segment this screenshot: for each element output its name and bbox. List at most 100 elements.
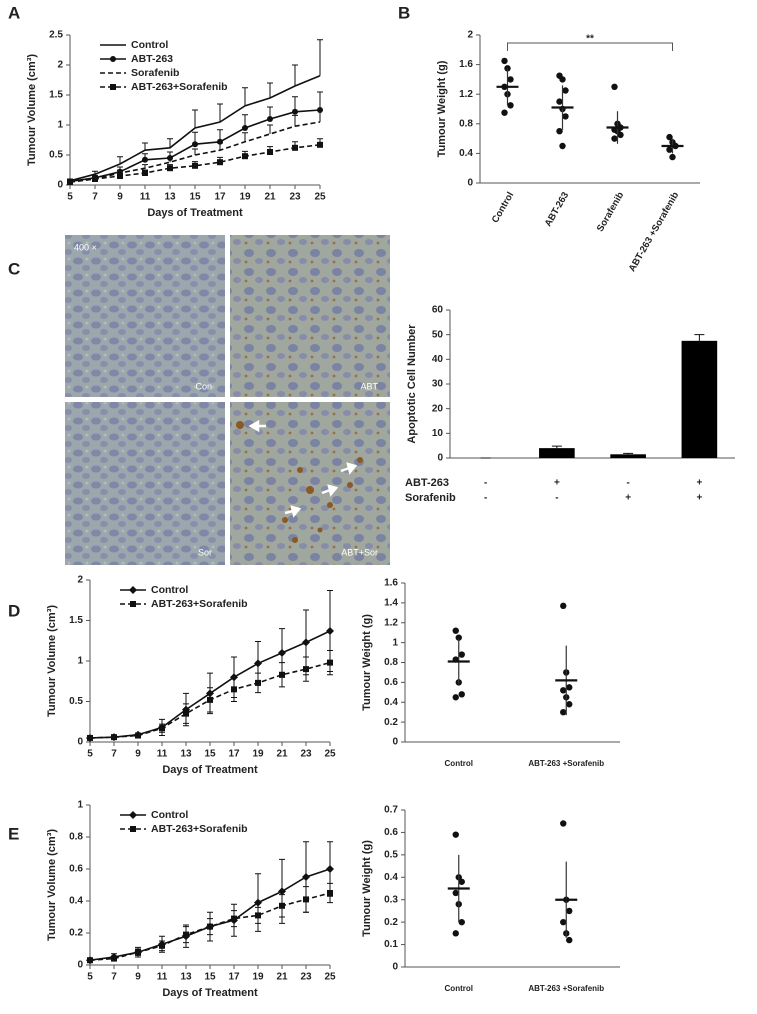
y-tick-label: 2 (467, 30, 473, 41)
significance-label: ** (586, 34, 594, 45)
x-tick-label: 11 (140, 192, 151, 203)
micrograph-label: Sor (198, 547, 212, 557)
legend-label: Sorafenib (131, 67, 179, 79)
legend-label: Control (151, 809, 188, 821)
error-bar (192, 148, 198, 155)
panel-label: B (398, 3, 410, 22)
legend-label: ABT-263+Sorafenib (151, 598, 248, 610)
y-tick-label: 0 (392, 962, 398, 973)
marker (278, 648, 286, 657)
x-tick-label: 23 (300, 972, 312, 983)
y-tick-label: 0.4 (459, 148, 473, 159)
y-axis-label: Tumour Volume (cm³) (46, 605, 58, 717)
marker (327, 890, 333, 896)
x-tick-label: 19 (252, 749, 264, 760)
marker (292, 108, 298, 115)
micrographs: 400 × Con ABT Sor ABT+Sor (65, 235, 390, 565)
marker (255, 679, 261, 686)
marker (87, 734, 93, 741)
data-point (458, 651, 465, 658)
marker (317, 141, 323, 148)
y-tick-label: 0.2 (69, 928, 83, 939)
micrograph (65, 402, 225, 565)
marker (183, 931, 189, 938)
y-tick-label: 1.5 (49, 90, 63, 101)
y-tick-label: 0 (77, 737, 83, 748)
data-point (452, 889, 459, 897)
panel-label: C (8, 259, 20, 278)
y-tick-label: 2 (77, 575, 83, 586)
treatment-sign: + (625, 493, 631, 504)
arrows (248, 419, 358, 518)
error-bar (292, 64, 298, 86)
data-point (566, 701, 573, 708)
x-tick-label: 5 (67, 192, 73, 203)
error-bar (117, 156, 123, 164)
x-tick-label: ABT-263 +Sorafenib (528, 984, 604, 993)
y-tick-label: 0.8 (384, 657, 398, 668)
y-tick-label: 0.7 (384, 805, 398, 816)
marker (217, 159, 223, 166)
marker (207, 923, 213, 930)
data-point (501, 57, 508, 65)
x-tick-label: 11 (157, 749, 168, 760)
legend-marker (110, 84, 116, 90)
marker (159, 942, 165, 949)
legend-marker (129, 811, 137, 819)
treatment-sign: - (484, 478, 487, 489)
treatment-sign: + (554, 478, 560, 489)
legend-marker (110, 56, 116, 62)
x-tick-label: 25 (314, 192, 326, 203)
marker (254, 898, 262, 907)
series-line (69, 121, 321, 183)
data-point (666, 133, 673, 141)
marker (183, 710, 189, 717)
x-tick-label: 11 (157, 972, 168, 983)
y-tick-label: 0.6 (384, 827, 398, 838)
y-tick-label: 0.5 (384, 849, 398, 860)
marker (135, 732, 141, 739)
data-point (566, 936, 573, 944)
x-tick-label: 23 (289, 192, 301, 203)
marker (111, 734, 117, 741)
legend-label: ABT-263+Sorafenib (131, 81, 228, 93)
y-tick-label: 60 (432, 305, 444, 316)
marker (303, 896, 309, 903)
x-tick-label: 13 (180, 972, 192, 983)
y-tick-label: 0.4 (384, 872, 398, 883)
error-bar (217, 142, 223, 151)
y-tick-label: 0.8 (69, 832, 83, 843)
error-bar (167, 138, 173, 148)
treatment-sign: + (696, 478, 702, 489)
marker (279, 902, 285, 909)
y-tick-label: 0.2 (384, 717, 398, 728)
y-tick-label: 1 (77, 800, 83, 811)
stained-cells (236, 421, 363, 543)
micrograph (65, 235, 225, 397)
row-label: Sorafenib (405, 492, 456, 504)
series-line (69, 144, 321, 183)
marker (303, 666, 309, 673)
data-point (617, 131, 624, 139)
series-line (69, 75, 321, 182)
error-bar (551, 445, 562, 449)
y-tick-label: 0.6 (384, 677, 398, 688)
data-point (562, 87, 569, 94)
y-axis-label: Tumour Weight (g) (361, 614, 373, 711)
y-tick-label: 1 (77, 656, 83, 667)
x-tick-label: 17 (228, 972, 240, 983)
marker (326, 627, 334, 636)
y-tick-label: 2.5 (49, 30, 63, 41)
x-tick-label: 13 (164, 192, 176, 203)
marker (302, 873, 310, 881)
data-point (455, 634, 462, 641)
marker (242, 125, 248, 131)
micrograph-label: ABT+Sor (341, 547, 378, 557)
bar (610, 454, 646, 458)
y-tick-label: 0.3 (384, 894, 398, 905)
marker (192, 162, 198, 169)
legend-label: ABT-263+Sorafenib (151, 823, 248, 835)
y-tick-label: 1.4 (384, 598, 398, 609)
y-axis-label: Tumour Weight (g) (361, 840, 373, 937)
data-point (556, 128, 563, 135)
